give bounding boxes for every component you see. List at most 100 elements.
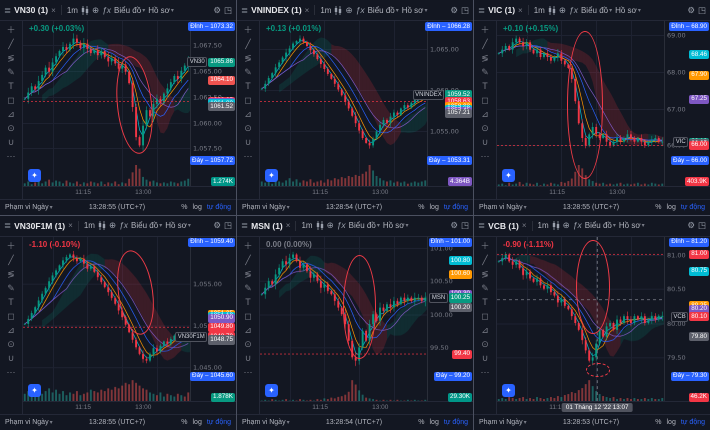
percent-scale-toggle[interactable]: % <box>418 203 425 211</box>
percent-scale-toggle[interactable]: % <box>418 419 425 426</box>
shapes-icon[interactable]: ◻ <box>481 95 489 105</box>
text-icon[interactable]: T <box>245 81 251 91</box>
fib-retracement-icon[interactable]: ≶ <box>7 53 15 63</box>
trendline-icon[interactable]: ╱ <box>482 254 488 265</box>
text-icon[interactable]: T <box>8 81 14 91</box>
text-icon[interactable]: T <box>482 296 488 307</box>
symbol-button[interactable]: VCB (1) <box>488 220 519 231</box>
crosshair-icon[interactable]: ＋ <box>6 25 16 35</box>
zoom-icon[interactable]: ⊙ <box>244 123 252 133</box>
text-icon[interactable]: T <box>8 296 14 307</box>
settings-icon[interactable]: ⚙ <box>213 220 221 231</box>
trendline-icon[interactable]: ╱ <box>482 39 488 49</box>
log-scale-toggle[interactable]: log <box>429 203 439 211</box>
crosshair-icon[interactable]: ＋ <box>480 25 490 35</box>
settings-icon[interactable]: ⚙ <box>687 220 695 231</box>
time-axis[interactable]: 11:15 13:00 <box>497 185 710 199</box>
trendline-icon[interactable]: ╱ <box>8 39 14 49</box>
log-scale-toggle[interactable]: log <box>429 419 439 426</box>
measure-icon[interactable]: ⊿ <box>244 109 252 119</box>
brush-icon[interactable]: ✎ <box>7 67 15 77</box>
measure-icon[interactable]: ⊿ <box>481 109 489 119</box>
brush-icon[interactable]: ✎ <box>244 67 252 77</box>
percent-scale-toggle[interactable]: % <box>181 419 188 426</box>
chart-type-menu[interactable]: Biểu đồ ▾ <box>367 5 399 15</box>
more-tools-icon[interactable]: ⋯ <box>6 366 16 377</box>
symbol-menu-icon[interactable]: ≣ <box>241 4 249 15</box>
price-axis[interactable]: Đỉnh – 81.2081.0080.7580.2580.20VCB80.10… <box>664 237 710 403</box>
shapes-icon[interactable]: ◻ <box>481 310 489 321</box>
crosshair-icon[interactable]: ＋ <box>243 240 253 251</box>
zoom-icon[interactable]: ⊙ <box>7 338 15 349</box>
candle-style-icon[interactable] <box>81 5 89 15</box>
price-axis[interactable]: Đỉnh – 1066.28VNINDEX1059.521058.631058.… <box>412 21 473 187</box>
range-selector[interactable]: Phạm vi Ngày ▾ <box>479 419 527 426</box>
compare-icon[interactable]: ⊕ <box>562 220 570 231</box>
profile-menu[interactable]: Hồ sơ ▾ <box>148 5 174 15</box>
maximize-icon[interactable]: ◳ <box>460 220 469 231</box>
log-scale-toggle[interactable]: log <box>192 203 202 211</box>
log-scale-toggle[interactable]: log <box>192 419 202 426</box>
zoom-icon[interactable]: ⊙ <box>481 123 489 133</box>
maximize-icon[interactable]: ◳ <box>697 4 706 15</box>
crosshair-icon[interactable]: ＋ <box>243 25 253 35</box>
close-panel-icon[interactable]: × <box>521 221 527 230</box>
fib-retracement-icon[interactable]: ≶ <box>7 268 15 279</box>
percent-scale-toggle[interactable]: % <box>655 419 662 426</box>
price-axis[interactable]: Đỉnh – 1073.32VN301065.861064.101062.051… <box>187 21 236 187</box>
close-panel-icon[interactable]: × <box>285 221 291 230</box>
profile-menu[interactable]: Hồ sơ ▾ <box>615 5 641 15</box>
settings-icon[interactable]: ⚙ <box>450 4 458 15</box>
indicators-icon[interactable]: ƒx <box>572 220 582 231</box>
settings-icon[interactable]: ⚙ <box>687 4 695 15</box>
symbol-menu-icon[interactable]: ≣ <box>4 220 12 231</box>
range-selector[interactable]: Phạm vi Ngày ▾ <box>5 203 53 211</box>
magnet-icon[interactable]: ∪ <box>7 137 15 147</box>
symbol-button[interactable]: MSN (1) <box>251 220 283 231</box>
fib-retracement-icon[interactable]: ≶ <box>244 53 252 63</box>
trendline-icon[interactable]: ╱ <box>8 254 14 265</box>
indicators-icon[interactable]: ƒx <box>355 4 365 15</box>
chart-type-menu[interactable]: Biểu đồ ▾ <box>580 5 613 15</box>
symbol-menu-icon[interactable]: ≣ <box>478 220 486 231</box>
range-selector[interactable]: Phạm vi Ngày ▾ <box>479 203 527 211</box>
magnet-icon[interactable]: ∪ <box>7 352 15 363</box>
interval-button[interactable]: 1m <box>537 221 549 230</box>
time-axis[interactable]: 11:15 13:00 <box>260 401 473 414</box>
log-scale-toggle[interactable]: log <box>666 203 676 211</box>
measure-icon[interactable]: ⊿ <box>7 324 15 335</box>
compare-icon[interactable]: ⊕ <box>108 220 117 231</box>
range-selector[interactable]: Phạm vi Ngày ▾ <box>242 419 290 426</box>
more-tools-icon[interactable]: ⋯ <box>243 366 253 377</box>
fib-retracement-icon[interactable]: ≶ <box>481 268 489 279</box>
maximize-icon[interactable]: ◳ <box>460 4 469 15</box>
zoom-icon[interactable]: ⊙ <box>244 338 252 349</box>
measure-icon[interactable]: ⊿ <box>244 324 252 335</box>
magnet-icon[interactable]: ∪ <box>481 137 489 147</box>
maximize-icon[interactable]: ◳ <box>223 4 232 15</box>
symbol-menu-icon[interactable]: ≣ <box>241 220 249 231</box>
measure-icon[interactable]: ⊿ <box>481 324 489 335</box>
text-icon[interactable]: T <box>245 296 251 307</box>
measure-icon[interactable]: ⊿ <box>7 109 15 119</box>
shapes-icon[interactable]: ◻ <box>7 95 15 105</box>
time-axis[interactable]: 11:15 13:00 <box>23 401 236 414</box>
shapes-icon[interactable]: ◻ <box>244 95 252 105</box>
auto-scale-toggle[interactable]: tự động <box>206 419 231 426</box>
shapes-icon[interactable]: ◻ <box>244 310 252 321</box>
brush-icon[interactable]: ✎ <box>244 282 252 293</box>
crosshair-icon[interactable]: ＋ <box>480 240 490 251</box>
indicators-icon[interactable]: ƒx <box>336 220 346 231</box>
shapes-icon[interactable]: ◻ <box>7 310 15 321</box>
range-selector[interactable]: Phạm vi Ngày ▾ <box>5 419 53 426</box>
time-axis[interactable]: 11:15 13:00 <box>23 185 236 199</box>
log-scale-toggle[interactable]: log <box>666 419 676 426</box>
trendline-icon[interactable]: ╱ <box>245 254 251 265</box>
percent-scale-toggle[interactable]: % <box>655 203 662 211</box>
chart-type-menu[interactable]: Biểu đồ ▾ <box>348 221 380 230</box>
symbol-button[interactable]: VIC (1) <box>488 5 516 15</box>
compare-icon[interactable]: ⊕ <box>326 220 334 231</box>
brush-icon[interactable]: ✎ <box>7 282 15 293</box>
auto-scale-toggle[interactable]: tự động <box>443 419 468 426</box>
symbol-menu-icon[interactable]: ≣ <box>4 4 12 15</box>
